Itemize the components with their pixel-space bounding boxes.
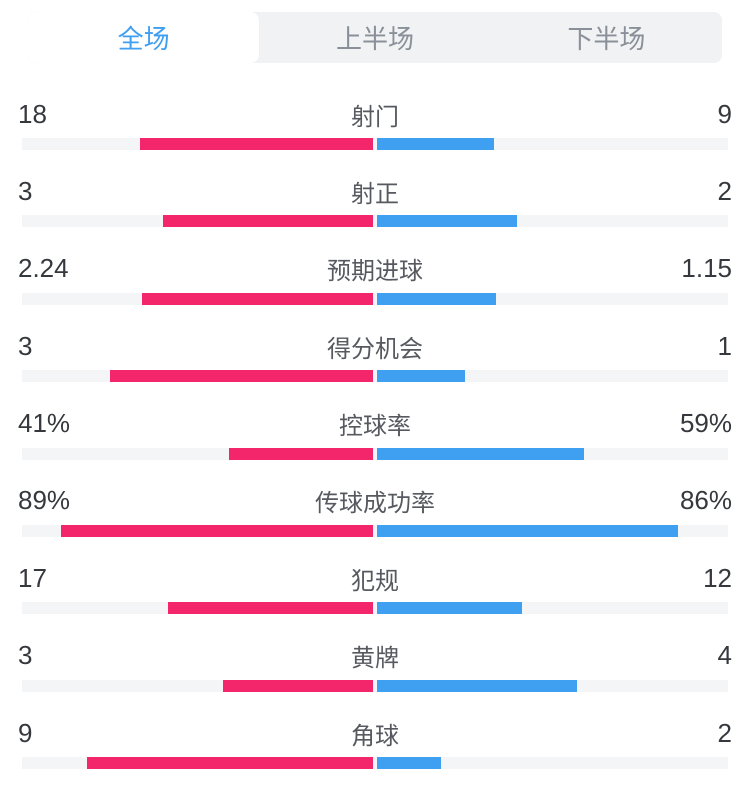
stat-label: 控球率 (339, 413, 411, 441)
stat-label: 得分机会 (327, 335, 423, 363)
home-value: 18 (18, 98, 47, 129)
stat-row: 3 得分机会 1 (18, 328, 732, 405)
home-value: 89% (18, 485, 71, 516)
stat-row: 2.24 预期进球 1.15 (18, 251, 732, 328)
home-bar (163, 215, 373, 228)
home-bar (61, 524, 373, 537)
away-value: 2 (717, 717, 732, 748)
stat-row-header: 2.24 预期进球 1.15 (18, 251, 732, 287)
stat-bar-track (22, 757, 728, 770)
stat-row: 89% 传球成功率 86% (18, 483, 732, 560)
stat-row: 3 射正 2 (18, 173, 732, 250)
stat-label: 黄牌 (351, 645, 399, 673)
away-value: 86% (679, 485, 732, 516)
stat-bar-track (22, 679, 728, 692)
away-bar (377, 370, 465, 383)
home-bar (223, 679, 373, 692)
stat-row: 9 角球 2 (18, 715, 732, 789)
stat-row: 3 黄牌 4 (18, 638, 732, 715)
away-bar (377, 138, 494, 150)
stat-bar-track (22, 292, 728, 305)
away-bar (377, 602, 522, 615)
away-value: 4 (717, 640, 732, 671)
stat-row: 41% 控球率 59% (18, 406, 732, 483)
stat-label: 射门 (351, 103, 399, 131)
stat-label: 传球成功率 (315, 490, 435, 518)
period-tabbar: 全场 上半场 下半场 (28, 12, 722, 63)
home-value: 3 (18, 330, 33, 361)
home-value: 3 (18, 640, 33, 671)
tab-full-match[interactable]: 全场 (28, 12, 260, 63)
stat-bar-track (22, 215, 728, 228)
stat-label: 角球 (351, 722, 399, 750)
away-value: 9 (717, 98, 732, 129)
stat-row-header: 89% 传球成功率 86% (18, 483, 732, 519)
stat-row-header: 9 角球 2 (18, 715, 732, 751)
away-bar (377, 447, 584, 460)
stat-row-header: 17 犯规 12 (18, 560, 732, 596)
stats-list: 18 射门 9 3 射正 2 2.24 预期进球 (18, 96, 732, 789)
stat-row-header: 3 得分机会 1 (18, 328, 732, 364)
stat-label: 犯规 (351, 567, 399, 595)
away-value: 12 (703, 562, 732, 593)
stat-row: 18 射门 9 (18, 96, 732, 173)
home-value: 3 (18, 175, 33, 206)
home-value: 17 (18, 562, 47, 593)
away-bar (377, 757, 441, 770)
stat-label: 射正 (351, 180, 399, 208)
away-bar (377, 292, 496, 305)
stat-bar-track (22, 370, 728, 383)
tab-first-half[interactable]: 上半场 (335, 24, 414, 54)
stat-bar-track (22, 524, 728, 537)
stat-label: 预期进球 (327, 258, 423, 286)
stat-row: 17 犯规 12 (18, 560, 732, 637)
away-value: 1 (717, 330, 732, 361)
home-bar (142, 292, 373, 305)
home-value: 2.24 (18, 253, 69, 284)
home-value: 9 (18, 717, 33, 748)
away-bar (377, 524, 678, 537)
stat-bar-track (22, 447, 728, 460)
home-bar (168, 602, 373, 615)
away-value: 2 (717, 175, 732, 206)
home-bar (140, 138, 373, 150)
away-bar (377, 679, 577, 692)
stat-row-header: 3 黄牌 4 (18, 638, 732, 674)
home-bar (229, 447, 373, 460)
stat-bar-track (22, 602, 728, 615)
away-value: 1.15 (681, 253, 732, 284)
home-value: 41% (18, 408, 71, 439)
stat-row-header: 18 射门 9 (18, 96, 732, 132)
stat-row-header: 41% 控球率 59% (18, 406, 732, 442)
tab-second-half[interactable]: 下半场 (567, 24, 646, 54)
stat-row-header: 3 射正 2 (18, 173, 732, 209)
away-bar (377, 215, 517, 228)
home-bar (87, 757, 373, 770)
home-bar (110, 370, 373, 383)
away-value: 59% (679, 408, 732, 439)
stat-bar-track (22, 138, 728, 150)
